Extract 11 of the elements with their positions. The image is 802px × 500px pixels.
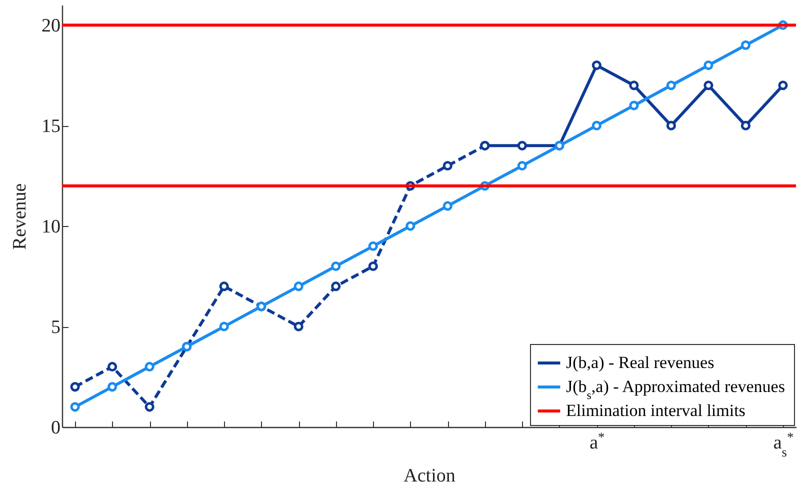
- y-tick-label: 20: [42, 16, 60, 37]
- y-tick-label: 15: [42, 116, 60, 138]
- y-tick-label: 10: [42, 216, 60, 238]
- legend-label: Elimination interval limits: [566, 401, 746, 420]
- legend-label: J(b$_{s}$,a) - Approximated revenues: [566, 377, 785, 402]
- y-tick-label: 5: [51, 317, 60, 338]
- legend-label: J(b,a) - Real revenues: [566, 353, 714, 372]
- x-tick-label: a$^{*}$: [590, 429, 606, 454]
- y-tick-label: 0: [51, 418, 60, 438]
- x-axis-title: Action: [404, 466, 456, 486]
- y-axis-title: Revenue: [10, 183, 30, 250]
